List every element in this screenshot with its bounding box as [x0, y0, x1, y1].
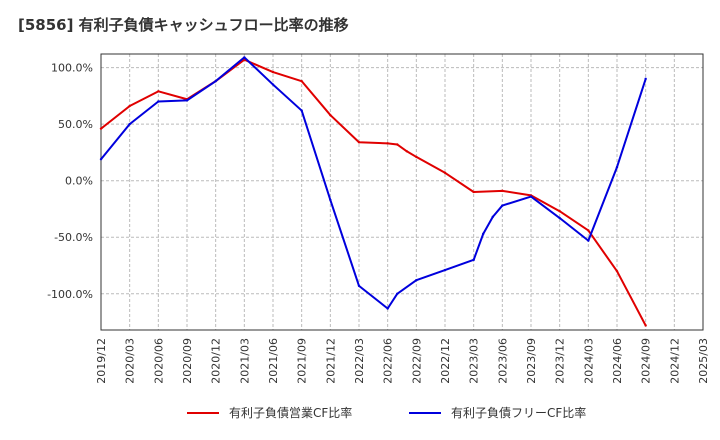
data-point-series-2 — [615, 165, 619, 169]
x-tick-label: 2019/12 — [95, 338, 108, 384]
x-tick-label: 2024/06 — [611, 338, 624, 384]
data-point-series-1 — [396, 143, 399, 146]
x-tick-label: 2023/06 — [496, 338, 509, 384]
data-point-series-2 — [243, 56, 246, 59]
data-point-series-1 — [99, 127, 103, 130]
x-tick-label: 2020/06 — [152, 338, 165, 384]
data-point-series-2 — [644, 77, 647, 81]
y-tick-label: 50.0% — [58, 118, 93, 131]
data-point-series-1 — [472, 190, 475, 194]
data-point-series-2 — [329, 198, 332, 202]
data-point-series-2 — [529, 195, 533, 198]
data-point-series-1 — [501, 189, 504, 193]
x-tick-label: 2022/06 — [382, 338, 395, 384]
chart-title: [5856] 有利子負債キャッシュフロー比率の推移 — [18, 16, 349, 34]
data-point-series-2 — [357, 284, 361, 288]
x-tick-label: 2021/06 — [267, 338, 280, 384]
data-point-series-2 — [501, 204, 504, 207]
x-tick-label: 2020/12 — [210, 338, 223, 384]
data-point-series-1 — [271, 70, 275, 74]
x-tick-label: 2020/03 — [124, 338, 137, 384]
x-tick-label: 2022/09 — [410, 338, 423, 384]
legend-label-2: 有利子負債フリーCF比率 — [451, 405, 586, 420]
data-point-series-1 — [329, 113, 332, 117]
x-tick-label: 2023/03 — [468, 338, 481, 384]
data-point-series-2 — [491, 215, 494, 219]
data-point-series-2 — [443, 268, 447, 272]
x-tick-label: 2025/03 — [697, 338, 710, 384]
data-point-series-2 — [99, 157, 103, 161]
data-point-series-2 — [214, 79, 217, 83]
data-point-series-2 — [185, 99, 189, 102]
x-tick-label: 2023/09 — [525, 338, 538, 384]
series-line-1 — [100, 58, 647, 326]
data-point-series-1 — [443, 171, 447, 174]
legend-label-1: 有利子負債営業CF比率 — [229, 405, 352, 420]
data-point-series-2 — [271, 83, 275, 86]
series-lines — [99, 56, 647, 327]
data-point-series-2 — [482, 232, 485, 236]
data-point-series-1 — [128, 104, 131, 108]
x-tick-label: 2023/12 — [554, 338, 567, 384]
data-point-series-2 — [415, 279, 418, 282]
y-tick-label: 100.0% — [51, 62, 93, 75]
data-point-series-1 — [405, 150, 408, 153]
data-point-series-2 — [386, 307, 389, 310]
data-point-series-1 — [357, 141, 361, 144]
data-point-series-1 — [587, 229, 590, 232]
data-point-series-1 — [615, 269, 619, 273]
series-line-2 — [100, 56, 647, 310]
x-tick-label: 2021/03 — [238, 338, 251, 384]
x-tick-label: 2024/09 — [640, 338, 653, 384]
x-tick-label: 2022/12 — [439, 338, 452, 384]
data-point-series-1 — [644, 324, 647, 327]
data-point-series-1 — [558, 210, 561, 213]
plot-frame — [100, 53, 704, 331]
x-tick-label: 2020/09 — [181, 338, 194, 384]
data-point-series-2 — [300, 109, 303, 112]
y-tick-label: 0.0% — [65, 175, 93, 188]
x-tick-label: 2024/03 — [582, 338, 595, 384]
x-tick-label: 2021/09 — [296, 338, 309, 384]
y-tick-label: -100.0% — [47, 288, 93, 301]
data-point-series-2 — [558, 216, 561, 220]
data-point-series-1 — [386, 142, 389, 145]
legend: 有利子負債営業CF比率 有利子負債フリーCF比率 — [187, 405, 586, 420]
axes: 2019/12 2020/03 2020/06 2020/09 2020/12 2021/… — [47, 53, 710, 384]
data-point-series-1 — [415, 155, 418, 159]
data-point-series-2 — [587, 239, 590, 242]
data-point-series-1 — [300, 79, 303, 83]
data-point-series-2 — [157, 100, 160, 103]
data-point-series-2 — [396, 292, 399, 296]
y-tick-label: -50.0% — [54, 231, 93, 244]
x-tick-label: 2022/03 — [353, 338, 366, 384]
data-point-series-2 — [128, 122, 131, 126]
x-tick-label: 2021/12 — [324, 338, 337, 384]
data-point-series-1 — [157, 90, 160, 93]
x-tick-label: 2024/12 — [668, 338, 681, 384]
data-point-series-2 — [472, 258, 475, 262]
